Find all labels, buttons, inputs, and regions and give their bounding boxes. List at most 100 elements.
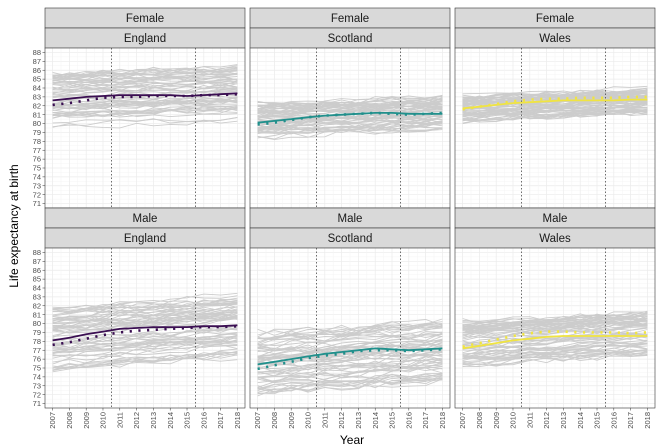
area-line — [462, 314, 648, 330]
area-line — [462, 323, 648, 335]
x-tick-label: 2013 — [354, 412, 363, 429]
area-line — [462, 337, 648, 355]
area-line — [52, 66, 238, 79]
area-line — [462, 109, 648, 121]
strip-sex-label: Male — [338, 213, 363, 225]
y-tick-label: 77 — [33, 346, 41, 355]
nation-series-solid — [257, 112, 443, 124]
area-line — [52, 65, 238, 78]
x-tick-label: 2015 — [593, 412, 602, 429]
y-tick-label: 83 — [33, 292, 41, 301]
x-tick-label: 2012 — [542, 412, 551, 429]
area-line — [52, 350, 238, 369]
area-line — [257, 377, 443, 392]
nation-series-solid — [462, 98, 648, 110]
y-tick-label: 71 — [33, 199, 41, 208]
area-line — [52, 107, 238, 116]
area-line — [52, 328, 238, 343]
area-lines — [462, 85, 648, 125]
area-line — [52, 106, 238, 114]
area-line — [52, 326, 238, 344]
x-tick-label: 2014 — [166, 412, 175, 429]
x-tick-label: 2010 — [304, 412, 313, 429]
area-line — [52, 308, 238, 320]
x-tick-label: 2007 — [253, 412, 262, 429]
strip-sex-label: Female — [331, 13, 369, 25]
area-line — [52, 85, 238, 93]
x-tick-label: 2008 — [270, 412, 279, 429]
x-tick-label: 2009 — [492, 412, 501, 429]
area-line — [257, 324, 443, 336]
area-line — [462, 312, 648, 324]
area-line — [257, 342, 443, 359]
area-line — [52, 317, 238, 329]
area-line — [257, 354, 443, 368]
area-line — [462, 92, 648, 103]
x-tick-label: 2011 — [320, 412, 329, 428]
area-line — [52, 74, 238, 85]
panel-border — [249, 247, 451, 409]
strip-sex-label: Male — [133, 213, 158, 225]
x-tick-label: 2012 — [337, 412, 346, 429]
area-line — [257, 360, 443, 375]
y-tick-label: 85 — [33, 275, 41, 284]
area-line — [52, 336, 238, 349]
x-tick-label: 2013 — [149, 412, 158, 429]
area-line — [257, 353, 443, 373]
area-line — [257, 359, 443, 377]
x-tick-label: 2013 — [559, 412, 568, 429]
x-tick-label: 2016 — [609, 412, 618, 429]
area-line — [257, 116, 443, 130]
area-line — [257, 100, 443, 114]
x-tick-label: 2010 — [99, 412, 108, 429]
area-line — [52, 70, 238, 81]
area-line — [52, 306, 238, 324]
x-tick-label: 2007 — [48, 412, 57, 429]
area-line — [257, 373, 443, 393]
y-tick-label: 75 — [33, 164, 41, 173]
area-line — [52, 84, 238, 92]
area-line — [462, 87, 648, 101]
panel-border — [44, 247, 246, 409]
y-tick-label: 82 — [33, 101, 41, 110]
strip-nation-label: Wales — [539, 33, 571, 45]
area-line — [52, 352, 238, 364]
area-line — [52, 334, 238, 353]
y-tick-label: 87 — [33, 57, 41, 66]
x-tick-label: 2011 — [525, 412, 534, 428]
x-tick-label: 2012 — [132, 412, 141, 429]
panel-border — [454, 247, 656, 409]
area-line — [257, 116, 443, 129]
x-tick-label: 2017 — [421, 412, 430, 429]
x-tick-label: 2009 — [82, 412, 91, 429]
y-tick-label: 76 — [33, 355, 41, 364]
strip-nation-label: Wales — [539, 233, 571, 245]
area-line — [462, 110, 648, 122]
area-line — [462, 349, 648, 365]
area-line — [462, 343, 648, 358]
area-line — [462, 343, 648, 359]
area-line — [52, 96, 238, 108]
area-line — [52, 83, 238, 93]
area-lines — [52, 292, 238, 373]
area-line — [52, 76, 238, 83]
area-line — [462, 109, 648, 116]
panel-female-england: FemaleEngland717273747576777879808182838… — [33, 7, 246, 209]
area-line — [462, 333, 648, 347]
x-tick-label: 2015 — [388, 412, 397, 429]
y-tick-label: 80 — [33, 119, 41, 128]
y-tick-label: 86 — [33, 266, 41, 275]
y-tick-label: 78 — [33, 137, 41, 146]
x-tick-label: 2008 — [65, 412, 74, 429]
x-tick-label: 2011 — [115, 412, 124, 428]
x-tick-label: 2016 — [199, 412, 208, 429]
y-tick-label: 72 — [33, 190, 41, 199]
area-line — [462, 324, 648, 337]
area-line — [257, 375, 443, 395]
y-tick-label: 76 — [33, 155, 41, 164]
y-tick-label: 73 — [33, 181, 41, 190]
x-axis: 2007 2008 2009 2010 2011 2012 2013 2014 2015 2016… — [458, 408, 652, 429]
